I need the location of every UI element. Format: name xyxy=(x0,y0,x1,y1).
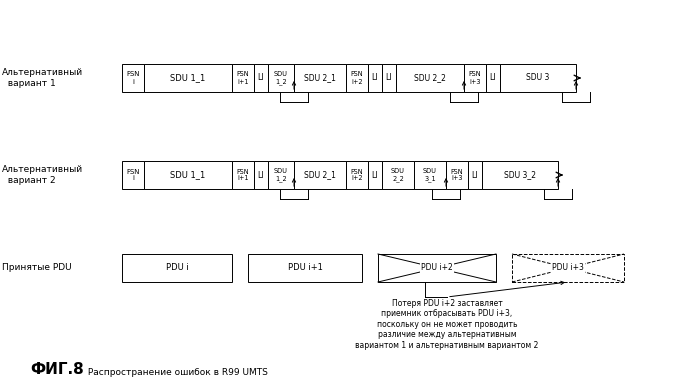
Bar xyxy=(232,161,254,189)
Text: SDU
1_2: SDU 1_2 xyxy=(274,71,288,85)
Text: Принятые PDU: Принятые PDU xyxy=(2,264,72,272)
Text: SDU 2_2: SDU 2_2 xyxy=(414,74,446,82)
Bar xyxy=(122,161,144,189)
Text: FSN
i+3: FSN i+3 xyxy=(468,72,482,84)
Bar xyxy=(346,161,368,189)
Text: FSN
i+2: FSN i+2 xyxy=(350,72,364,84)
Bar xyxy=(512,254,624,282)
Text: FSN
i+1: FSN i+1 xyxy=(237,72,249,84)
Bar xyxy=(254,64,268,92)
Text: LI: LI xyxy=(258,74,265,82)
Bar xyxy=(500,64,576,92)
Bar xyxy=(268,161,294,189)
Bar xyxy=(378,254,496,282)
Bar xyxy=(294,64,346,92)
Text: FSN
i: FSN i xyxy=(126,72,140,84)
Bar xyxy=(382,64,396,92)
Bar xyxy=(368,161,382,189)
Text: FSN
i: FSN i xyxy=(126,168,140,182)
Bar xyxy=(122,64,144,92)
Text: SDU 1_1: SDU 1_1 xyxy=(170,171,206,180)
Text: LI: LI xyxy=(372,171,378,180)
Bar xyxy=(144,161,232,189)
Text: SDU 2_1: SDU 2_1 xyxy=(304,74,336,82)
Text: FSN
i+1: FSN i+1 xyxy=(237,168,249,182)
Bar xyxy=(248,254,362,282)
Bar xyxy=(396,64,464,92)
Text: SDU 1_1: SDU 1_1 xyxy=(170,74,206,82)
Bar xyxy=(446,161,468,189)
Text: PDU i: PDU i xyxy=(165,264,188,272)
Bar xyxy=(144,64,232,92)
Bar xyxy=(368,64,382,92)
Bar xyxy=(254,161,268,189)
Text: SDU 2_1: SDU 2_1 xyxy=(304,171,336,180)
Bar xyxy=(294,161,346,189)
Bar xyxy=(414,161,446,189)
Text: Альтернативный
  вариант 1: Альтернативный вариант 1 xyxy=(2,68,83,88)
Text: LI: LI xyxy=(386,74,392,82)
Bar xyxy=(486,64,500,92)
Text: SDU 3_2: SDU 3_2 xyxy=(504,171,536,180)
Text: SDU 3: SDU 3 xyxy=(526,74,550,82)
Text: LI: LI xyxy=(258,171,265,180)
Bar xyxy=(232,64,254,92)
Text: FSN
i+2: FSN i+2 xyxy=(350,168,364,182)
Bar xyxy=(122,254,232,282)
Text: SDU
1_2: SDU 1_2 xyxy=(274,168,288,182)
Text: SDU
3_1: SDU 3_1 xyxy=(423,168,437,182)
Text: FSN
i+3: FSN i+3 xyxy=(451,168,463,182)
Bar xyxy=(268,64,294,92)
Bar xyxy=(482,161,558,189)
Bar xyxy=(464,64,486,92)
Text: PDU i+1: PDU i+1 xyxy=(288,264,322,272)
Text: LI: LI xyxy=(472,171,478,180)
Text: Альтернативный
  вариант 2: Альтернативный вариант 2 xyxy=(2,165,83,185)
Text: SDU
2_2: SDU 2_2 xyxy=(391,168,405,182)
Text: LI: LI xyxy=(372,74,378,82)
Bar xyxy=(382,161,414,189)
Text: Распространение ошибок в R99 UMTS: Распространение ошибок в R99 UMTS xyxy=(85,368,268,377)
Text: Потеря PDU i+2 заставляет
приемник отбрасывать PDU i+3,
поскольку он не может пр: Потеря PDU i+2 заставляет приемник отбра… xyxy=(355,299,539,349)
Bar xyxy=(346,64,368,92)
Text: LI: LI xyxy=(490,74,496,82)
Text: PDU i+3: PDU i+3 xyxy=(552,264,584,272)
Text: ФИГ.8: ФИГ.8 xyxy=(30,362,84,377)
Text: PDU i+2: PDU i+2 xyxy=(421,264,453,272)
Bar xyxy=(468,161,482,189)
